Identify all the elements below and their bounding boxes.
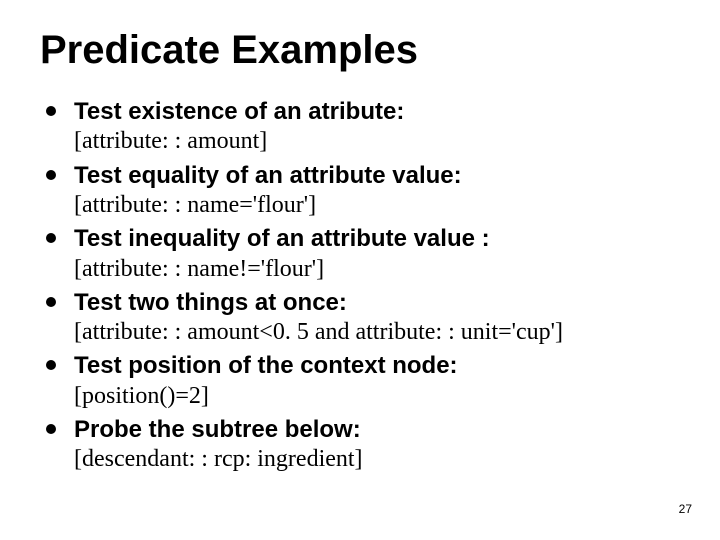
list-item: Test existence of an atribute: [attribut…: [40, 96, 680, 158]
list-item: Probe the subtree below: [descendant: : …: [40, 414, 680, 476]
list-item: Test inequality of an attribute value : …: [40, 223, 680, 285]
bullet-icon: [46, 360, 56, 370]
item-heading: Probe the subtree below:: [74, 414, 680, 446]
page-number: 27: [679, 502, 692, 516]
item-code: [descendant: : rcp: ingredient]: [74, 444, 680, 475]
bullet-list: Test existence of an atribute: [attribut…: [40, 96, 680, 475]
bullet-icon: [46, 297, 56, 307]
bullet-icon: [46, 170, 56, 180]
item-heading: Test equality of an attribute value:: [74, 160, 680, 192]
bullet-icon: [46, 233, 56, 243]
item-heading: Test position of the context node:: [74, 350, 680, 382]
item-code: [attribute: : name!='flour']: [74, 254, 680, 285]
item-heading: Test inequality of an attribute value :: [74, 223, 680, 255]
slide-title: Predicate Examples: [40, 28, 680, 72]
item-code: [attribute: : amount<0. 5 and attribute:…: [74, 317, 680, 348]
item-code: [position()=2]: [74, 381, 680, 412]
list-item: Test position of the context node: [posi…: [40, 350, 680, 412]
item-code: [attribute: : name='flour']: [74, 190, 680, 221]
slide: Predicate Examples Test existence of an …: [0, 0, 720, 540]
item-heading: Test two things at once:: [74, 287, 680, 319]
list-item: Test two things at once: [attribute: : a…: [40, 287, 680, 349]
item-heading: Test existence of an atribute:: [74, 96, 680, 128]
item-code: [attribute: : amount]: [74, 126, 680, 157]
list-item: Test equality of an attribute value: [at…: [40, 160, 680, 222]
bullet-icon: [46, 106, 56, 116]
bullet-icon: [46, 424, 56, 434]
